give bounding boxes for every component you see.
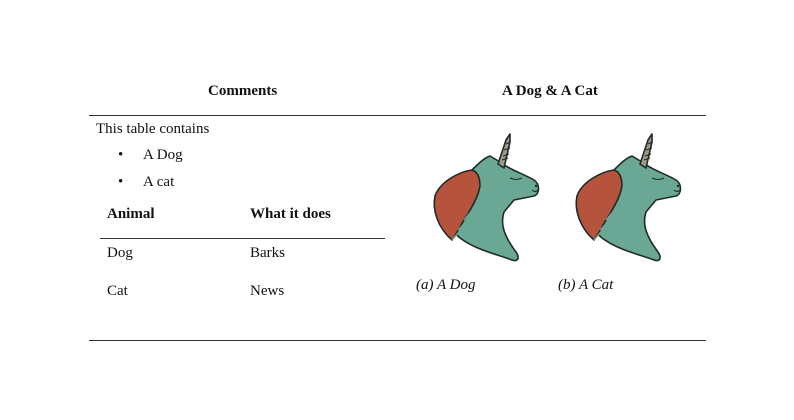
unicorn-icon (575, 133, 682, 262)
list-item-text: A cat (143, 174, 175, 190)
figure-caption-b: (b) A Cat (558, 277, 614, 293)
table-bottom-rule (89, 340, 706, 341)
bullet-marker: • (118, 174, 124, 190)
unicorn-icon (433, 133, 540, 262)
inner-table-rule (100, 238, 385, 239)
list-item-text: A Dog (143, 147, 183, 163)
column-header-comments: Comments (208, 83, 278, 99)
table-top-rule (89, 115, 706, 116)
intro-text: This table contains (96, 121, 210, 137)
table-cell-action: Barks (250, 245, 285, 261)
inner-header-what-it-does: What it does (250, 206, 331, 222)
table-cell-animal: Dog (107, 245, 133, 261)
inner-header-animal: Animal (107, 206, 155, 222)
column-header-dog-cat: A Dog & A Cat (502, 83, 598, 99)
table-cell-action: News (250, 283, 285, 299)
table-cell-animal: Cat (107, 283, 128, 299)
bullet-marker: • (118, 147, 124, 163)
figure-caption-a: (a) A Dog (416, 277, 476, 293)
